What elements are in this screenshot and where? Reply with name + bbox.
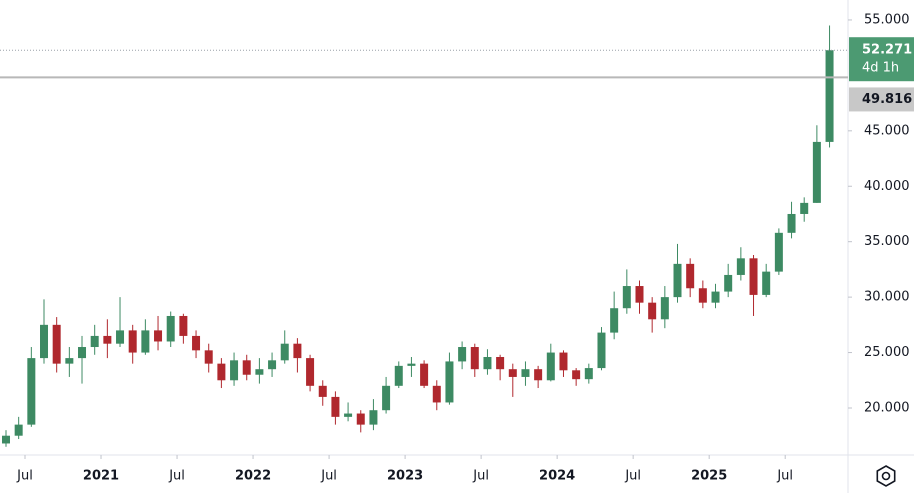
y-tick-label: 55.000 [864, 12, 910, 27]
x-tick-label: Jul [776, 469, 793, 484]
candle-body [255, 369, 264, 375]
candle-body [268, 360, 277, 370]
candle-body [192, 335, 201, 351]
candle-body [116, 330, 125, 344]
y-tick-label: 40.000 [864, 179, 910, 194]
candle-body [711, 291, 720, 303]
candle-body [230, 360, 239, 381]
candle-body [787, 213, 796, 233]
candle-body [597, 332, 606, 369]
candle-body [724, 274, 733, 292]
y-tick-label: 20.000 [864, 400, 910, 415]
candle-body [736, 258, 745, 275]
candle-body [572, 370, 581, 380]
plot-area [1, 25, 834, 447]
candle-body [584, 368, 593, 380]
candle-body [407, 363, 416, 366]
candle-body [217, 363, 226, 381]
candle-body [800, 202, 809, 214]
candle-body [369, 410, 378, 425]
candle-body [698, 288, 707, 303]
candle-body [394, 365, 403, 386]
candle-body [521, 369, 530, 377]
candle-body [483, 356, 492, 370]
candle-body [660, 297, 669, 320]
candle-body [686, 263, 695, 289]
candle-body [293, 343, 302, 359]
candle-body [622, 286, 631, 309]
x-tick-label: Jul [16, 469, 33, 484]
x-tick-label: 2025 [691, 469, 727, 484]
candle-body [280, 343, 289, 361]
candle-body [432, 385, 441, 403]
settings-dot [881, 471, 891, 481]
x-tick-label: 2022 [235, 469, 271, 484]
candle-body [559, 352, 568, 371]
x-tick-label: Jul [624, 469, 641, 484]
candle-body [344, 413, 353, 417]
candle-body [458, 347, 467, 362]
candle-body [14, 424, 23, 436]
candle-body [546, 352, 555, 381]
y-tick-label: 25.000 [864, 345, 910, 360]
last-price-label-bg [849, 37, 914, 82]
candle-body [154, 330, 163, 342]
candle-body [812, 141, 821, 203]
candle-body [103, 335, 112, 344]
candle-body [534, 369, 543, 381]
y-tick-label: 35.000 [864, 234, 910, 249]
candle-body [128, 330, 137, 353]
x-tick-label: 2023 [387, 469, 423, 484]
candle-body [496, 356, 505, 370]
settings-icon[interactable] [876, 465, 896, 487]
candle-body [610, 308, 619, 333]
candle-body [306, 358, 315, 386]
y-tick-label: 30.000 [864, 290, 910, 305]
y-tick-label: 45.000 [864, 123, 910, 138]
candle-body [179, 315, 188, 336]
candle-body [242, 360, 251, 375]
candle-body [673, 263, 682, 298]
countdown-label: 4d 1h [862, 61, 899, 76]
candle-body [52, 324, 61, 364]
x-tick-label: Jul [168, 469, 185, 484]
candle-body [508, 369, 517, 377]
candle-body [65, 358, 74, 364]
candle-body [420, 363, 429, 386]
candle-body [635, 286, 644, 303]
candle-body [27, 358, 36, 425]
candle-body [318, 385, 327, 397]
candle-body [774, 232, 783, 272]
horizontal-line-label-bg [849, 87, 914, 112]
candle-body [445, 361, 454, 403]
candle-body [78, 347, 87, 359]
candle-body [825, 50, 834, 142]
x-tick-label: Jul [320, 469, 337, 484]
last-price-label: 52.271 [862, 43, 912, 58]
candle-body [762, 271, 771, 295]
candle-body [90, 335, 99, 348]
horizontal-line-label: 49.816 [862, 92, 912, 107]
candle-body [356, 413, 365, 425]
candle-body [470, 347, 479, 370]
x-tick-label: 2021 [83, 469, 119, 484]
candle-body [204, 350, 213, 364]
candle-body [749, 258, 758, 295]
candle-body [331, 396, 340, 417]
candle-body [40, 324, 49, 359]
candle-body [166, 315, 175, 342]
x-tick-label: Jul [472, 469, 489, 484]
x-tick-label: 2024 [539, 469, 575, 484]
candle-body [648, 302, 657, 320]
candle-body [1, 435, 10, 444]
candle-body [382, 385, 391, 411]
candle-body [141, 330, 150, 353]
settings-hexagon [876, 465, 896, 487]
